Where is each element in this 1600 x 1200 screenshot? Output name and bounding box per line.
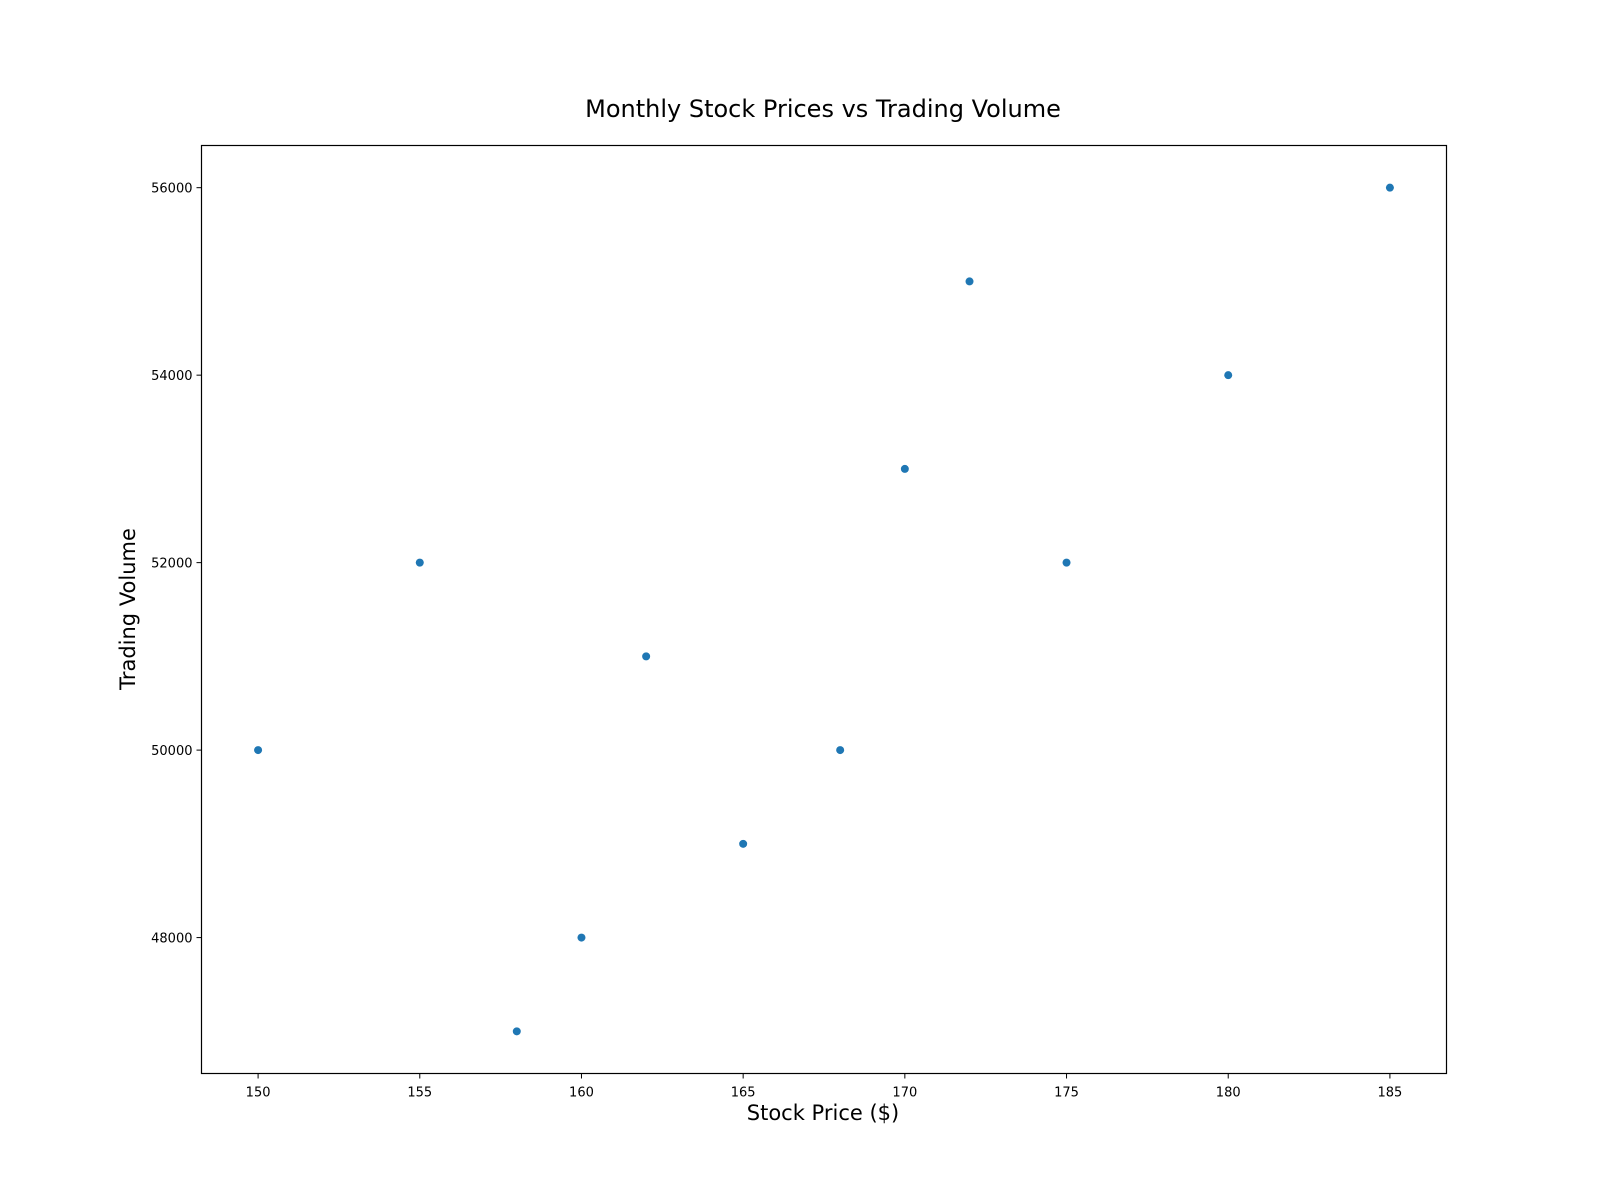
data-points	[254, 183, 1394, 1036]
data-point	[965, 277, 974, 286]
data-point	[1224, 371, 1233, 380]
data-point	[577, 933, 586, 942]
x-tick-label: 185	[1377, 1086, 1402, 1101]
plot-area-frame	[200, 144, 1448, 1075]
chart-title: Monthly Stock Prices vs Trading Volume	[585, 95, 1061, 123]
y-tick-label: 52000	[151, 557, 192, 572]
data-point	[642, 652, 651, 661]
y-tick-label: 48000	[151, 932, 192, 947]
x-axis-ticks: 150 155 160 165 170 175 180 185	[246, 1073, 1402, 1101]
x-tick-label: 155	[407, 1086, 432, 1101]
data-point	[900, 464, 909, 473]
x-tick-label: 160	[569, 1086, 594, 1101]
data-point	[415, 558, 424, 567]
x-tick-label: 165	[731, 1086, 756, 1101]
y-axis-ticks: 48000 50000 52000 54000 56000	[151, 182, 202, 947]
data-point	[1385, 183, 1394, 192]
x-tick-label: 150	[246, 1086, 271, 1101]
y-tick-label: 56000	[151, 182, 192, 197]
y-axis-label: Trading Volume	[116, 528, 140, 691]
y-tick-label: 54000	[151, 369, 192, 384]
data-point	[512, 1027, 521, 1036]
x-tick-label: 175	[1054, 1086, 1079, 1101]
data-point	[1062, 558, 1071, 567]
x-tick-label: 180	[1216, 1086, 1241, 1101]
y-tick-label: 50000	[151, 744, 192, 759]
data-point	[739, 839, 748, 848]
x-tick-label: 170	[892, 1086, 917, 1101]
x-axis-label: Stock Price ($)	[747, 1101, 899, 1125]
data-point	[254, 746, 263, 755]
data-point	[836, 746, 845, 755]
